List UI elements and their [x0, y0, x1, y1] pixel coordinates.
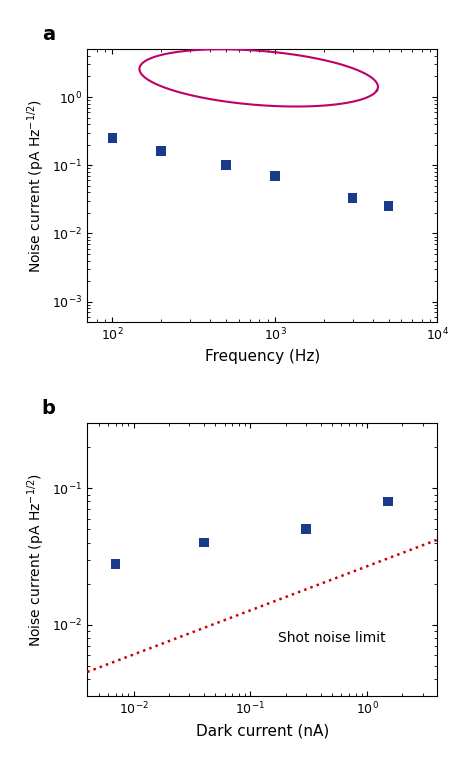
Point [349, 192, 356, 204]
Text: b: b [42, 399, 55, 418]
Point [271, 169, 279, 182]
Point [200, 536, 208, 549]
X-axis label: Dark current (nA): Dark current (nA) [196, 723, 329, 738]
Point [385, 200, 392, 212]
Text: Shot noise limit: Shot noise limit [278, 631, 386, 645]
Point [109, 132, 116, 144]
Text: a: a [42, 25, 55, 44]
Y-axis label: Noise current (pA Hz$^{-1/2}$): Noise current (pA Hz$^{-1/2}$) [25, 472, 47, 646]
Point [157, 145, 165, 157]
X-axis label: Frequency (Hz): Frequency (Hz) [205, 349, 320, 364]
Point [384, 495, 392, 507]
Point [222, 159, 230, 172]
Point [112, 558, 119, 570]
Point [302, 523, 310, 536]
Y-axis label: Noise current (pA Hz$^{-1/2}$): Noise current (pA Hz$^{-1/2}$) [25, 98, 46, 272]
